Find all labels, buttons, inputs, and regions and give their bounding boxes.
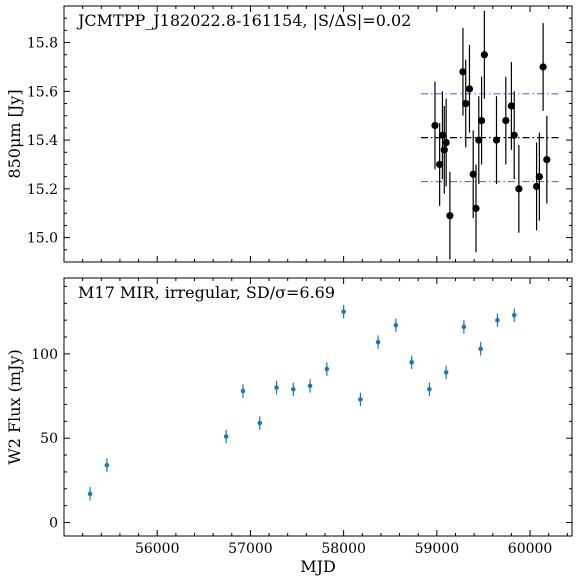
top-data-point bbox=[462, 99, 470, 108]
top-axes-frame bbox=[63, 5, 573, 263]
top-data-point bbox=[510, 131, 518, 139]
top-data-point bbox=[477, 116, 486, 125]
top-data-point bbox=[472, 204, 480, 212]
bottom-data-point bbox=[240, 388, 246, 394]
bottom-ytick-label: 50 bbox=[40, 431, 58, 447]
top-ytick-label: 15.0 bbox=[27, 231, 58, 247]
top-data-point bbox=[535, 173, 543, 181]
top-ytick-label: 15.2 bbox=[27, 182, 58, 198]
top-data-point bbox=[480, 51, 488, 59]
top-data-point bbox=[543, 156, 551, 164]
bottom-data-point bbox=[274, 385, 279, 390]
bottom-data-point bbox=[443, 370, 449, 375]
top-data-point bbox=[532, 182, 541, 191]
top-data-point bbox=[438, 131, 447, 139]
xtick-label: 56000 bbox=[135, 541, 180, 557]
bottom-data-point bbox=[461, 324, 467, 330]
bottom-axes-frame bbox=[63, 277, 573, 537]
xtick-label: 59000 bbox=[415, 541, 460, 557]
xtick-label: 57000 bbox=[228, 541, 273, 557]
top-ytick-label: 15.8 bbox=[27, 36, 58, 52]
top-data-point bbox=[492, 136, 501, 144]
top-data-point bbox=[436, 160, 444, 169]
bottom-ytick-label: 100 bbox=[31, 347, 58, 363]
bottom-data-point bbox=[478, 346, 483, 352]
bottom-data-point bbox=[427, 386, 432, 392]
top-data-point bbox=[515, 185, 523, 193]
top-data-point bbox=[475, 136, 483, 144]
top-data-point bbox=[446, 212, 454, 220]
bottom-data-point bbox=[223, 434, 229, 439]
top-data-point bbox=[539, 63, 547, 71]
top-data-point bbox=[469, 170, 477, 178]
bottom-data-point bbox=[409, 360, 414, 365]
x-axis-label: MJD bbox=[300, 557, 336, 576]
bottom-panel-title: M17 MIR, irregular, SD/σ=6.69 bbox=[78, 283, 335, 302]
bottom-data-point bbox=[307, 383, 313, 389]
bottom-y-axis-label: W2 Flux (mJy) bbox=[5, 349, 24, 464]
bottom-ytick-label: 0 bbox=[49, 516, 58, 532]
top-data-point bbox=[459, 68, 467, 76]
bottom-data-point bbox=[393, 322, 399, 328]
xtick-label: 58000 bbox=[321, 541, 366, 557]
top-data-point bbox=[431, 121, 439, 130]
top-data-point bbox=[465, 85, 474, 93]
bottom-data-point bbox=[375, 339, 381, 345]
top-ytick-label: 15.6 bbox=[27, 84, 58, 100]
top-data-point bbox=[440, 146, 448, 154]
bottom-data-point bbox=[324, 366, 330, 372]
bottom-data-point bbox=[341, 309, 346, 315]
bottom-data-point bbox=[511, 312, 517, 318]
xtick-label: 60000 bbox=[508, 541, 553, 557]
top-data-point bbox=[442, 138, 450, 147]
bottom-data-point bbox=[104, 462, 110, 468]
bottom-data-point bbox=[257, 420, 263, 426]
bottom-data-point bbox=[87, 491, 93, 497]
top-y-axis-label: 850μm [Jy] bbox=[5, 89, 24, 178]
bottom-data-point bbox=[358, 397, 363, 402]
bottom-data-point bbox=[495, 317, 500, 323]
top-data-point bbox=[507, 102, 516, 110]
top-ytick-label: 15.4 bbox=[27, 133, 58, 149]
bottom-data-point bbox=[290, 386, 296, 392]
top-data-point bbox=[502, 116, 510, 125]
top-panel-title: JCMTPP_J182022.8-161154, |S/ΔS|=0.02 bbox=[76, 11, 411, 30]
